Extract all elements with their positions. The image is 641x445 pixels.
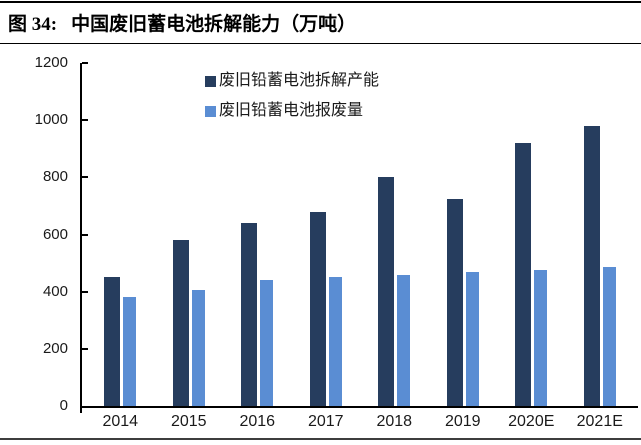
figure-top-rule (0, 1, 641, 3)
bar-group-2016: 2016 (239, 63, 275, 430)
y-axis-label-800: 800 (42, 168, 68, 186)
x-axis-label-2016: 2016 (239, 413, 276, 430)
legend-swatch-icon (205, 75, 216, 87)
legend-label: 废旧铅蓄电池报废量 (219, 102, 364, 119)
x-axis-label-2017: 2017 (307, 413, 344, 430)
figure-number-label: 图 34: (8, 14, 58, 35)
figure-bottom-rule (0, 438, 641, 440)
legend-label: 废旧铅蓄电池拆解产能 (219, 72, 380, 89)
bar-series1-2015 (172, 240, 189, 406)
bar-series1-2016 (241, 223, 258, 406)
legend-item-series2: 废旧铅蓄电池报废量 (205, 101, 379, 121)
y-axis-tick-800 (82, 176, 88, 179)
bar-series2-2017 (328, 277, 342, 406)
legend-swatch-icon (205, 105, 216, 117)
bar-series1-2018 (378, 177, 395, 406)
bar-group-2020E: 2020E (508, 63, 554, 430)
title-divider-rule (0, 43, 641, 44)
bar-group-2014: 2014 (102, 63, 138, 430)
figure-title: 图 34: 中国废旧蓄电池拆解能力（万吨） (8, 9, 633, 36)
bar-series1-2020E (515, 143, 532, 406)
x-axis-label-2019: 2019 (444, 413, 481, 430)
bar-series2-2018 (397, 274, 411, 406)
y-axis-tick-1200 (82, 62, 88, 64)
bar-series2-2015 (191, 290, 205, 406)
plot-area: 2014 2015 2016 2017 2018 2019 2020E 2021E (80, 62, 638, 430)
x-axis-label-2021E: 2021E (576, 413, 623, 430)
y-axis-label-1000: 1000 (34, 111, 68, 129)
bar-group-2018: 2018 (376, 63, 412, 430)
bar-series2-2020E (534, 270, 548, 406)
bar-series2-2021E (602, 267, 616, 406)
bar-series1-2021E (583, 125, 600, 406)
bar-series2-2014 (123, 297, 137, 406)
y-axis-label-1200: 1200 (34, 54, 68, 71)
bar-series2-2016 (260, 280, 274, 406)
bar-group-2017: 2017 (308, 63, 344, 430)
y-axis-label-200: 200 (42, 339, 68, 357)
bar-series2-2019 (465, 271, 479, 406)
y-axis-tick-1000 (82, 119, 88, 122)
bar-group-2019: 2019 (445, 63, 481, 430)
y-axis-label-600: 600 (42, 225, 68, 243)
bar-groups: 2014 2015 2016 2017 2018 2019 2020E 2021E (82, 63, 638, 430)
y-axis: 0 200 400 600 800 1000 1200 (0, 54, 72, 414)
y-axis-tick-600 (82, 233, 88, 236)
bar-group-2021E: 2021E (577, 63, 623, 430)
y-axis-label-0: 0 (59, 397, 68, 414)
bar-series1-2014 (104, 277, 121, 406)
bar-series1-2019 (446, 198, 463, 406)
figure-title-text: 中国废旧蓄电池拆解能力（万吨） (71, 14, 357, 35)
chart-legend: 废旧铅蓄电池拆解产能 废旧铅蓄电池报废量 (205, 71, 379, 121)
x-axis-label-2015: 2015 (170, 413, 207, 430)
x-axis-label-2020E: 2020E (508, 413, 555, 430)
x-axis-label-2018: 2018 (376, 413, 413, 430)
bar-chart: 0 200 400 600 800 1000 1200 2014 2015 2016 2017 20… (0, 46, 641, 438)
bar-group-2015: 2015 (171, 63, 207, 430)
legend-item-series1: 废旧铅蓄电池拆解产能 (205, 71, 379, 91)
y-axis-tick-200 (82, 347, 88, 350)
bar-series1-2017 (309, 211, 326, 406)
y-axis-label-400: 400 (42, 282, 68, 300)
y-axis-tick-400 (82, 290, 88, 293)
x-axis-label-2014: 2014 (102, 413, 139, 430)
